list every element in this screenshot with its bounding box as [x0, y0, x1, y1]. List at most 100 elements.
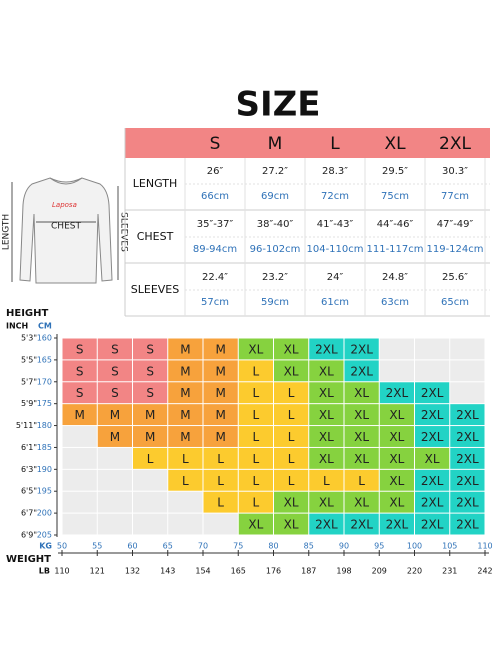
grid-cell	[62, 513, 97, 535]
size-header: S	[210, 134, 221, 154]
grid-cell	[133, 447, 168, 469]
grid-cell	[168, 491, 203, 513]
cell-size: M	[215, 342, 225, 356]
weight-lb: 220	[407, 567, 422, 576]
grid-cell	[274, 382, 309, 404]
inch-value: 30.3″	[442, 166, 468, 177]
grid-cell	[62, 338, 97, 360]
inch-value: 24.8″	[382, 272, 408, 283]
cm-value: 72cm	[321, 191, 349, 202]
grid-cell	[203, 513, 238, 535]
grid-cell	[133, 491, 168, 513]
cell-size: L	[288, 474, 295, 488]
cell-size: M	[110, 430, 120, 444]
grid-cell	[309, 469, 344, 491]
cell-size: XL	[284, 518, 299, 532]
grid-cell	[450, 491, 485, 513]
inch-value: 29.5″	[382, 166, 408, 177]
weight-lb: 231	[442, 567, 457, 576]
grid-cell	[344, 491, 379, 513]
grid-cell	[238, 404, 273, 426]
cm-value: 69cm	[261, 191, 289, 202]
weight-kg: 85	[304, 542, 314, 551]
cm-value: 63cm	[381, 297, 409, 308]
grid-cell	[203, 360, 238, 382]
grid-cell	[309, 513, 344, 535]
cell-size: 2XL	[456, 430, 479, 444]
grid-cell	[309, 382, 344, 404]
grid-cell	[133, 338, 168, 360]
grid-cell	[274, 491, 309, 513]
weight-kg: 80	[268, 542, 278, 551]
row-label: LENGTH	[133, 177, 177, 190]
cell-size: XL	[389, 408, 404, 422]
grid-cell	[274, 404, 309, 426]
cell-size: XL	[319, 408, 334, 422]
grid-cell	[238, 513, 273, 535]
cell-size: 2XL	[421, 408, 444, 422]
cell-size: M	[180, 430, 190, 444]
weight-kg: 95	[374, 542, 384, 551]
height-cm: 180	[37, 421, 52, 430]
inch-value: 27.2″	[262, 166, 288, 177]
cell-size: 2XL	[456, 408, 479, 422]
grid-cell	[274, 338, 309, 360]
cell-size: XL	[354, 452, 369, 466]
weight-kg: 110	[477, 542, 492, 551]
cell-size: XL	[354, 408, 369, 422]
cell-size: L	[253, 364, 260, 378]
inch-value: 35″-37″	[197, 219, 234, 230]
sleeves-label: SLEEVES	[119, 212, 129, 252]
cell-size: XL	[319, 452, 334, 466]
cell-size: 2XL	[456, 496, 479, 510]
grid-cell	[168, 447, 203, 469]
grid-cell	[274, 513, 309, 535]
weight-lb: 209	[372, 567, 387, 576]
cell-size: 2XL	[421, 518, 444, 532]
cell-size: XL	[389, 452, 404, 466]
cell-size: XL	[284, 496, 299, 510]
grid-cell	[62, 382, 97, 404]
grid-cell	[97, 382, 132, 404]
grid-cell	[379, 426, 414, 447]
grid-cell	[97, 338, 132, 360]
grid-cell	[309, 360, 344, 382]
grid-cell	[309, 426, 344, 447]
chest-label: CHEST	[51, 222, 81, 232]
grid-cell	[97, 513, 132, 535]
weight-kg: 105	[442, 542, 457, 551]
height-cm: 170	[37, 377, 52, 386]
cell-size: 2XL	[350, 342, 373, 356]
weight-kg: 75	[233, 542, 243, 551]
height-inch: 6'7"	[21, 509, 37, 518]
weight-lb: 198	[336, 567, 351, 576]
shirt-illustration	[19, 177, 113, 284]
height-inch: 5'3"	[21, 334, 37, 343]
grid-cell	[274, 447, 309, 469]
grid-cell	[133, 513, 168, 535]
cell-size: S	[146, 364, 154, 378]
weight-lb: 154	[195, 567, 210, 576]
cell-size: XL	[319, 364, 334, 378]
cell-size: L	[253, 474, 260, 488]
weight-lb: 187	[301, 567, 316, 576]
cell-size: L	[288, 430, 295, 444]
cell-size: 2XL	[315, 342, 338, 356]
cell-size: XL	[389, 430, 404, 444]
grid-cell	[203, 382, 238, 404]
grid-cell	[97, 404, 132, 426]
weight-kg: 70	[198, 542, 208, 551]
weight-kg: 60	[127, 542, 137, 551]
height-inch: 6'9"	[21, 531, 37, 540]
cm-value: 96-102cm	[250, 244, 301, 255]
cell-size: 2XL	[386, 518, 409, 532]
weight-lb: 132	[125, 567, 140, 576]
grid-cell	[309, 491, 344, 513]
weight-kg: 90	[339, 542, 349, 551]
cm-value: 89-94cm	[193, 244, 237, 255]
weight-kg: 50	[57, 542, 67, 551]
cell-size: XL	[354, 386, 369, 400]
inch-value: 24″	[327, 272, 344, 283]
grid-cell	[450, 447, 485, 469]
